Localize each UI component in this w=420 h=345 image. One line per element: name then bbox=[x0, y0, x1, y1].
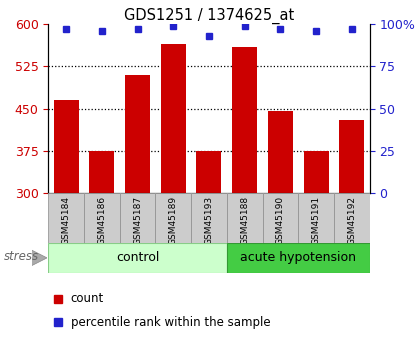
Title: GDS1251 / 1374625_at: GDS1251 / 1374625_at bbox=[124, 8, 294, 24]
Bar bbox=[161, 44, 186, 193]
Bar bbox=[84, 193, 120, 243]
Bar bbox=[197, 151, 221, 193]
Text: GSM45193: GSM45193 bbox=[205, 196, 213, 245]
Text: GSM45192: GSM45192 bbox=[347, 196, 356, 245]
Text: acute hypotension: acute hypotension bbox=[240, 252, 356, 264]
Bar bbox=[89, 151, 114, 193]
Text: GSM45184: GSM45184 bbox=[62, 196, 71, 245]
Bar bbox=[268, 111, 293, 193]
Bar bbox=[304, 151, 328, 193]
Bar bbox=[120, 193, 155, 243]
Text: percentile rank within the sample: percentile rank within the sample bbox=[71, 316, 270, 329]
Text: GSM45186: GSM45186 bbox=[97, 196, 106, 245]
Bar bbox=[298, 193, 334, 243]
Text: GSM45190: GSM45190 bbox=[276, 196, 285, 245]
Bar bbox=[227, 193, 262, 243]
Bar bbox=[232, 47, 257, 193]
Bar bbox=[54, 100, 79, 193]
Bar bbox=[48, 193, 84, 243]
Bar bbox=[125, 75, 150, 193]
Bar bbox=[191, 193, 227, 243]
Text: GSM45187: GSM45187 bbox=[133, 196, 142, 245]
Bar bbox=[334, 193, 370, 243]
Bar bbox=[339, 120, 364, 193]
Text: GSM45188: GSM45188 bbox=[240, 196, 249, 245]
Text: stress: stress bbox=[4, 250, 39, 263]
Text: GSM45189: GSM45189 bbox=[169, 196, 178, 245]
Bar bbox=[155, 193, 191, 243]
Bar bbox=[262, 193, 298, 243]
Text: GSM45191: GSM45191 bbox=[312, 196, 320, 245]
Text: count: count bbox=[71, 292, 104, 305]
Bar bbox=[48, 243, 227, 273]
Bar bbox=[227, 243, 370, 273]
Polygon shape bbox=[32, 250, 47, 266]
Text: control: control bbox=[116, 252, 159, 264]
